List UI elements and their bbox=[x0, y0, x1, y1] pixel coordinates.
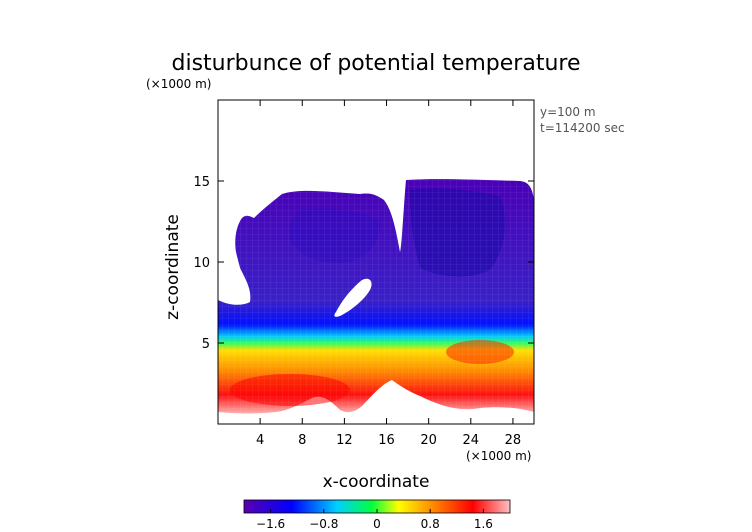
x-ticks: 4 8 12 16 20 24 28 bbox=[256, 100, 521, 448]
grid-overlay bbox=[218, 100, 534, 424]
x-tick-label-3: 16 bbox=[378, 433, 395, 448]
x-tick-label-0: 4 bbox=[256, 433, 264, 448]
colorbar-tick-label-3: 0.8 bbox=[421, 517, 440, 531]
x-tick-label-6: 28 bbox=[505, 433, 522, 448]
y-tick-label-1: 10 bbox=[193, 256, 210, 271]
x-tick-label-1: 8 bbox=[298, 433, 306, 448]
chart-title: disturbunce of potential temperature bbox=[172, 51, 581, 76]
annotation-y: y=100 m bbox=[540, 105, 596, 119]
x-axis-label: x-coordinate bbox=[323, 472, 430, 492]
y-axis-label: z-coordinate bbox=[163, 214, 183, 320]
x-tick-label-4: 20 bbox=[420, 433, 437, 448]
y-tick-label-0: 5 bbox=[202, 337, 210, 352]
x-tick-label-5: 24 bbox=[463, 433, 480, 448]
colorbar-tick-label-1: −0.8 bbox=[309, 517, 338, 531]
y-tick-label-2: 15 bbox=[193, 175, 210, 190]
z-unit-label: (×1000 m) bbox=[146, 77, 211, 91]
colorbar-tick-label-2: 0 bbox=[373, 517, 381, 531]
colorbar-tick-label-0: −1.6 bbox=[256, 517, 285, 531]
heatmap-field bbox=[218, 100, 534, 424]
x-unit-label: (×1000 m) bbox=[466, 449, 531, 463]
colorbar-ticks: −1.6 −0.8 0 0.8 1.6 bbox=[256, 509, 493, 531]
x-tick-label-2: 12 bbox=[336, 433, 353, 448]
annotation-t: t=114200 sec bbox=[540, 121, 625, 135]
y-ticks: 5 10 15 bbox=[193, 175, 534, 352]
colorbar-tick-label-4: 1.6 bbox=[474, 517, 493, 531]
